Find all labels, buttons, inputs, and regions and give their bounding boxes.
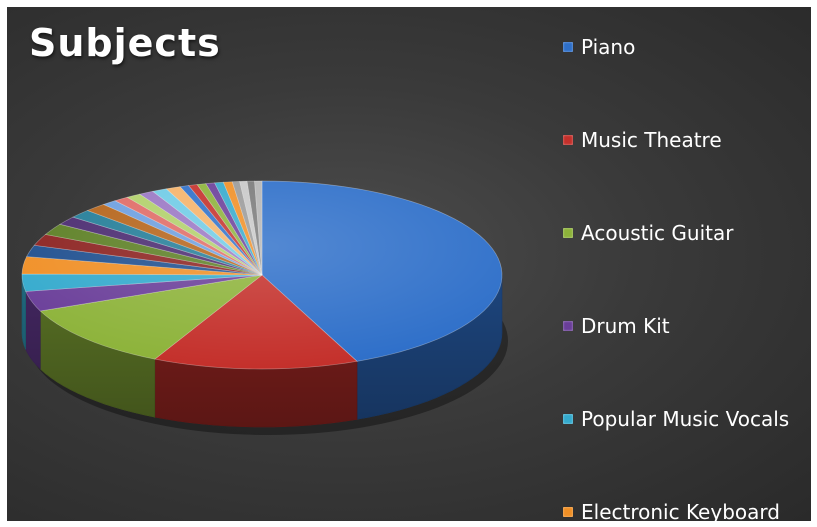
legend-label: Popular Music Vocals	[581, 407, 790, 431]
legend-entry: Popular Music Vocals	[563, 407, 789, 431]
legend-swatch	[563, 42, 573, 52]
chart-title: Subjects	[29, 21, 221, 65]
legend-label: Piano	[581, 35, 636, 59]
legend-swatch	[563, 228, 573, 238]
legend-label: Drum Kit	[581, 314, 670, 338]
legend-entry: Electronic Keyboard	[563, 500, 780, 524]
legend-swatch	[563, 135, 573, 145]
pie-side-shading	[22, 275, 502, 427]
legend-entry: Piano	[563, 35, 635, 59]
legend-entry: Drum Kit	[563, 314, 670, 338]
legend-swatch	[563, 321, 573, 331]
legend-entry: Music Theatre	[563, 128, 722, 152]
legend-label: Electronic Keyboard	[581, 500, 780, 524]
legend-label: Music Theatre	[581, 128, 722, 152]
pie-chart	[21, 180, 508, 435]
chart-panel: Subjects Piano Music Theatre Acoustic Guit…	[7, 7, 811, 524]
pie-gloss	[22, 181, 502, 369]
legend-label: Acoustic Guitar	[581, 221, 734, 245]
legend-swatch	[563, 507, 573, 517]
legend-entry: Acoustic Guitar	[563, 221, 733, 245]
legend-swatch	[563, 414, 573, 424]
